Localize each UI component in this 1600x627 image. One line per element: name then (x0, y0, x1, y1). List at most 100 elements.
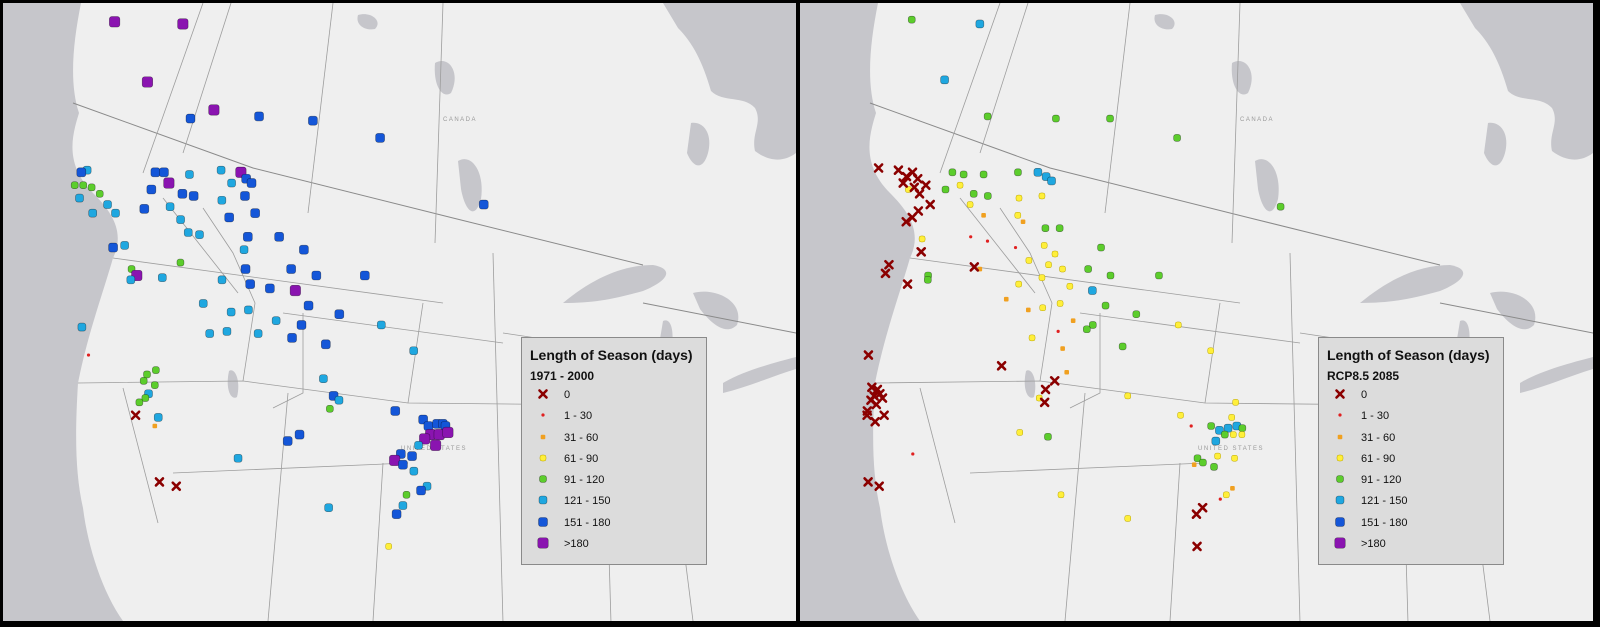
station-marker (880, 268, 891, 279)
station-marker (416, 485, 426, 496)
station-marker (1238, 424, 1247, 432)
station-marker (1039, 304, 1046, 311)
state-province-boundaries (874, 3, 1491, 621)
station-marker (873, 163, 884, 173)
station-marker (390, 406, 401, 416)
station-marker (907, 15, 916, 24)
station-marker (918, 235, 926, 243)
lake-winnipeg (1255, 159, 1279, 212)
station-marker (1014, 212, 1022, 219)
station-marker (109, 16, 121, 28)
station-points-layer (70, 16, 489, 550)
station-marker (120, 241, 129, 250)
station-marker (1016, 429, 1023, 436)
legend-label: 0 (1361, 389, 1368, 401)
station-marker (183, 228, 193, 237)
station-marker (103, 200, 112, 209)
station-marker (177, 189, 188, 199)
station-marker (139, 204, 150, 214)
legend-label: 151 - 180 (564, 516, 611, 529)
station-marker (246, 178, 257, 188)
station-marker (863, 477, 873, 487)
station-marker (1106, 271, 1115, 280)
station-marker (1026, 307, 1031, 313)
station-marker (385, 543, 392, 550)
station-marker (176, 258, 185, 267)
station-marker (282, 436, 293, 446)
station-marker (1155, 271, 1163, 280)
station-marker (1066, 283, 1074, 290)
station-points-layer (862, 15, 1285, 552)
station-marker (398, 459, 408, 470)
station-marker (921, 180, 931, 190)
legend-symbol (1335, 516, 1345, 527)
station-marker (419, 433, 431, 445)
station-marker (296, 320, 307, 330)
station-marker (153, 413, 163, 422)
station-marker (914, 189, 925, 199)
station-marker (177, 18, 189, 30)
station-marker (375, 133, 385, 143)
station-marker (969, 262, 980, 272)
station-marker (208, 104, 220, 116)
station-marker (478, 199, 489, 210)
station-marker (414, 441, 423, 450)
station-marker (217, 275, 227, 285)
northern-lake (357, 14, 378, 30)
station-marker (287, 333, 297, 343)
canada-us-border (869, 102, 1441, 266)
station-marker (1228, 414, 1235, 421)
legend: Length of Season (days) RCP8.5 2085 0 1 -… (1318, 337, 1504, 565)
station-marker (893, 165, 904, 175)
station-marker (1230, 486, 1235, 491)
station-marker (1056, 329, 1060, 333)
station-marker (912, 173, 923, 184)
station-marker (975, 19, 985, 29)
legend-symbol-mark (1336, 475, 1344, 483)
station-marker (303, 300, 314, 311)
station-marker (130, 410, 141, 421)
station-marker (188, 191, 199, 201)
legend-symbol-mark (1337, 434, 1343, 439)
legend-symbol-mark (540, 434, 546, 439)
station-marker (294, 429, 305, 440)
station-marker (254, 111, 264, 122)
northern-lake (1154, 14, 1175, 30)
station-marker (916, 247, 926, 257)
station-marker (286, 264, 296, 274)
legend-title: Length of Season (days) (1327, 347, 1490, 363)
station-marker (320, 339, 331, 350)
hudson-bay (1460, 3, 1593, 160)
legend-label: 91 - 120 (1361, 474, 1402, 487)
great-salt-lake (227, 370, 239, 398)
basemap: CANADA UNITED STATES (800, 3, 1593, 621)
station-marker (154, 477, 165, 487)
legend-label: 121 - 150 (1361, 495, 1408, 508)
station-marker (185, 113, 196, 124)
station-marker (1041, 224, 1050, 232)
station-marker (376, 320, 386, 330)
station-marker (924, 275, 932, 284)
station-marker (1014, 168, 1022, 177)
station-marker (217, 195, 227, 205)
station-marker (185, 170, 194, 179)
station-marker (1084, 265, 1092, 273)
map-panel-rcp85: CANADA UNITED STATES Length of Season (da… (800, 3, 1593, 621)
station-marker (163, 177, 175, 189)
station-marker (1232, 399, 1239, 406)
station-marker (1020, 219, 1026, 225)
station-marker (141, 76, 153, 88)
station-marker (409, 346, 419, 356)
station-marker (1045, 261, 1052, 268)
station-marker (111, 208, 120, 218)
station-marker (95, 190, 104, 198)
station-marker (984, 192, 992, 200)
station-marker (1028, 334, 1036, 342)
legend-label: >180 (564, 538, 589, 551)
station-marker (326, 404, 334, 413)
station-marker (299, 244, 309, 255)
station-marker (1088, 286, 1097, 295)
station-marker (87, 183, 96, 192)
james-bay (687, 122, 710, 166)
station-marker (1210, 463, 1218, 471)
